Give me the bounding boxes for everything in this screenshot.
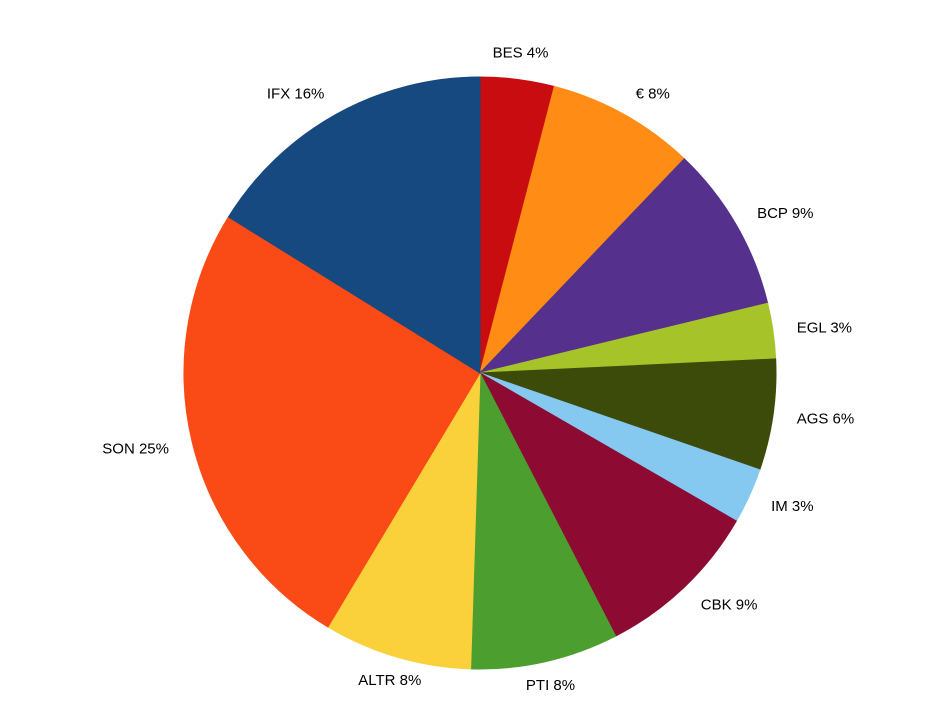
pie-slice-label-BES: BES 4% <box>493 45 549 62</box>
pie-slice-ALTR <box>327 371 481 670</box>
pie-slice-label-CBK: CBK 9% <box>701 597 758 614</box>
pie-slice-PTI <box>470 371 617 670</box>
pie-slice-SON <box>183 216 481 628</box>
pie-slice-label-SON: SON 25% <box>102 440 169 457</box>
pie-slice-label-AGS: AGS 6% <box>797 411 855 428</box>
pie-slice-label-EGL: EGL 3% <box>797 320 852 337</box>
pie-slice-CBK <box>478 371 738 637</box>
pie-slice-label-PTI: PTI 8% <box>526 677 575 694</box>
pie-slice-label-IM: IM 3% <box>771 498 814 515</box>
pie-slice-label-ALTR: ALTR 8% <box>358 672 421 689</box>
pie-slice-label-IFX: IFX 16% <box>267 85 325 102</box>
pie-slice-label-€: € 8% <box>636 85 670 102</box>
pie-slice-€ <box>479 85 685 375</box>
pie-slice-IFX <box>227 76 481 374</box>
pie-slice-label-BCP: BCP 9% <box>757 205 813 222</box>
pie-slice-BCP <box>478 158 769 374</box>
